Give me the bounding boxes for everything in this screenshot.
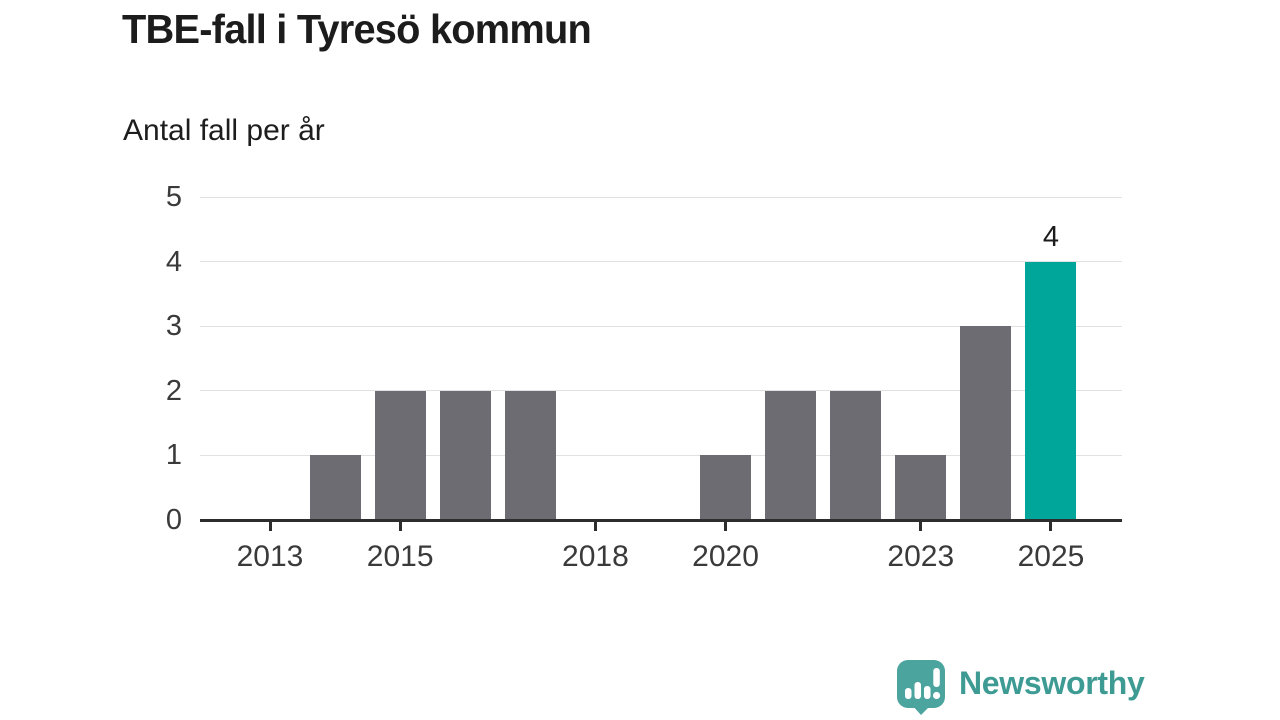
- gridline-1: [200, 454, 1122, 456]
- chart-subtitle: Antal fall per år: [123, 114, 325, 147]
- bar-2022: [830, 390, 882, 520]
- bar-2024: [960, 326, 1012, 520]
- bar-2021: [765, 390, 817, 520]
- y-tick-label-1: 1: [165, 439, 182, 472]
- gridline-3: [200, 325, 1122, 327]
- y-tick-label-5: 5: [165, 181, 182, 213]
- chart-title: TBE-fall i Tyresö kommun: [122, 6, 592, 52]
- gridline-5: [200, 196, 1122, 198]
- y-tick-label-2: 2: [165, 374, 182, 407]
- x-tick-2015: [398, 521, 402, 531]
- bar-2023: [895, 455, 947, 520]
- x-tick-label-2013: 2013: [236, 540, 304, 573]
- x-tick-label-2015: 2015: [366, 540, 434, 573]
- bar-2017: [504, 390, 556, 520]
- y-tick-label-4: 4: [165, 245, 182, 278]
- x-tick-2018: [593, 521, 597, 531]
- bar-2025: [1025, 261, 1077, 520]
- gridline-4: [200, 261, 1122, 263]
- bar-2016: [439, 390, 491, 520]
- bar-value-label: 4: [1042, 220, 1060, 253]
- x-tick-2020: [724, 521, 728, 531]
- gridline-2: [200, 390, 1122, 392]
- x-tick-label-2023: 2023: [887, 540, 955, 573]
- x-tick-label-2018: 2018: [562, 540, 629, 573]
- x-tick-2013: [268, 521, 272, 531]
- x-axis-line: [200, 518, 1122, 522]
- newsworthy-logo: Newsworthy: [896, 659, 1145, 715]
- x-tick-2025: [1049, 521, 1053, 531]
- bar-2015: [374, 390, 426, 520]
- bar-2014: [309, 455, 361, 520]
- brand-name: Newsworthy: [959, 664, 1145, 701]
- y-tick-label-3: 3: [165, 310, 182, 343]
- bar-2020: [700, 455, 752, 520]
- bar-chart-speech-bubble-icon: [897, 660, 945, 715]
- y-tick-label-0: 0: [165, 504, 182, 536]
- x-tick-2023: [919, 521, 923, 531]
- x-tick-label-2020: 2020: [692, 540, 759, 573]
- x-tick-label-2025: 2025: [1017, 540, 1085, 573]
